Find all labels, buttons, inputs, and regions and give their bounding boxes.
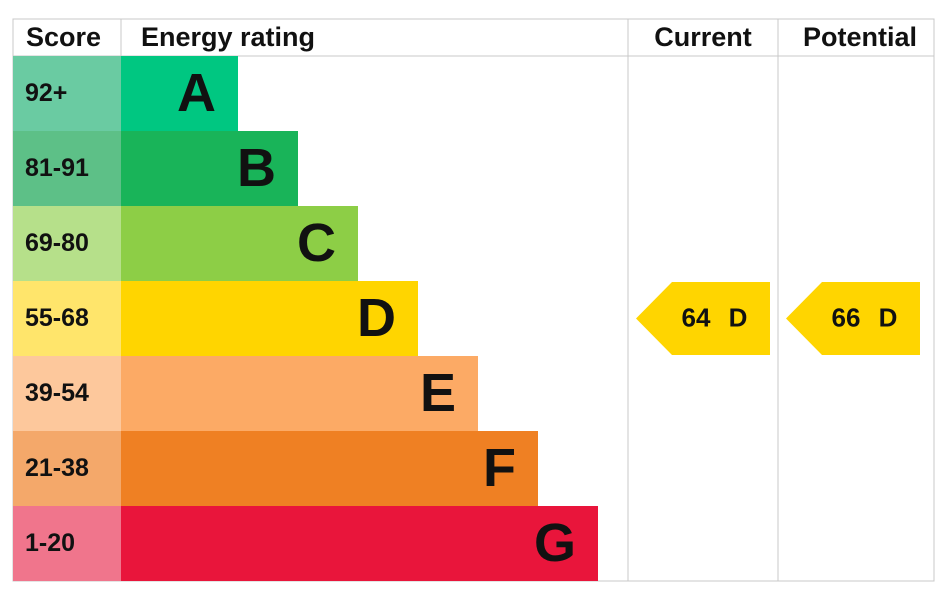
band-letter: E [420, 363, 456, 423]
potential-arrow [786, 282, 920, 355]
current-value: 64 [682, 302, 711, 332]
score-cell [13, 281, 121, 356]
header-energy-rating: Energy rating [141, 22, 315, 52]
potential-value: 66 [832, 302, 861, 332]
score-range: 55-68 [25, 304, 89, 332]
score-cell [13, 206, 121, 281]
score-cell [13, 56, 121, 131]
score-cell [13, 356, 121, 431]
score-range: 1-20 [25, 529, 75, 557]
band-letter: C [297, 213, 336, 273]
score-cell [13, 506, 121, 581]
band-letter: F [483, 438, 516, 498]
header-score: Score [26, 22, 101, 52]
header-potential: Potential [803, 22, 917, 52]
rating-bar [121, 431, 538, 506]
current-arrow [636, 282, 770, 355]
band-letter: D [357, 288, 396, 348]
score-range: 69-80 [25, 229, 89, 257]
score-range: 81-91 [25, 154, 89, 182]
score-cell [13, 431, 121, 506]
potential-letter: D [879, 302, 898, 332]
score-range: 39-54 [25, 379, 89, 407]
rating-bar [121, 506, 598, 581]
current-letter: D [729, 302, 748, 332]
rating-bar [121, 356, 478, 431]
header-current: Current [654, 22, 752, 52]
rating-bar [121, 131, 298, 206]
rating-bar [121, 281, 418, 356]
score-range: 21-38 [25, 454, 89, 482]
band-letter: A [177, 63, 216, 123]
rating-bar [121, 56, 238, 131]
score-cell [13, 131, 121, 206]
score-range: 92+ [25, 79, 67, 107]
rating-bar [121, 206, 358, 281]
band-letter: G [534, 513, 576, 573]
band-letter: B [237, 138, 276, 198]
